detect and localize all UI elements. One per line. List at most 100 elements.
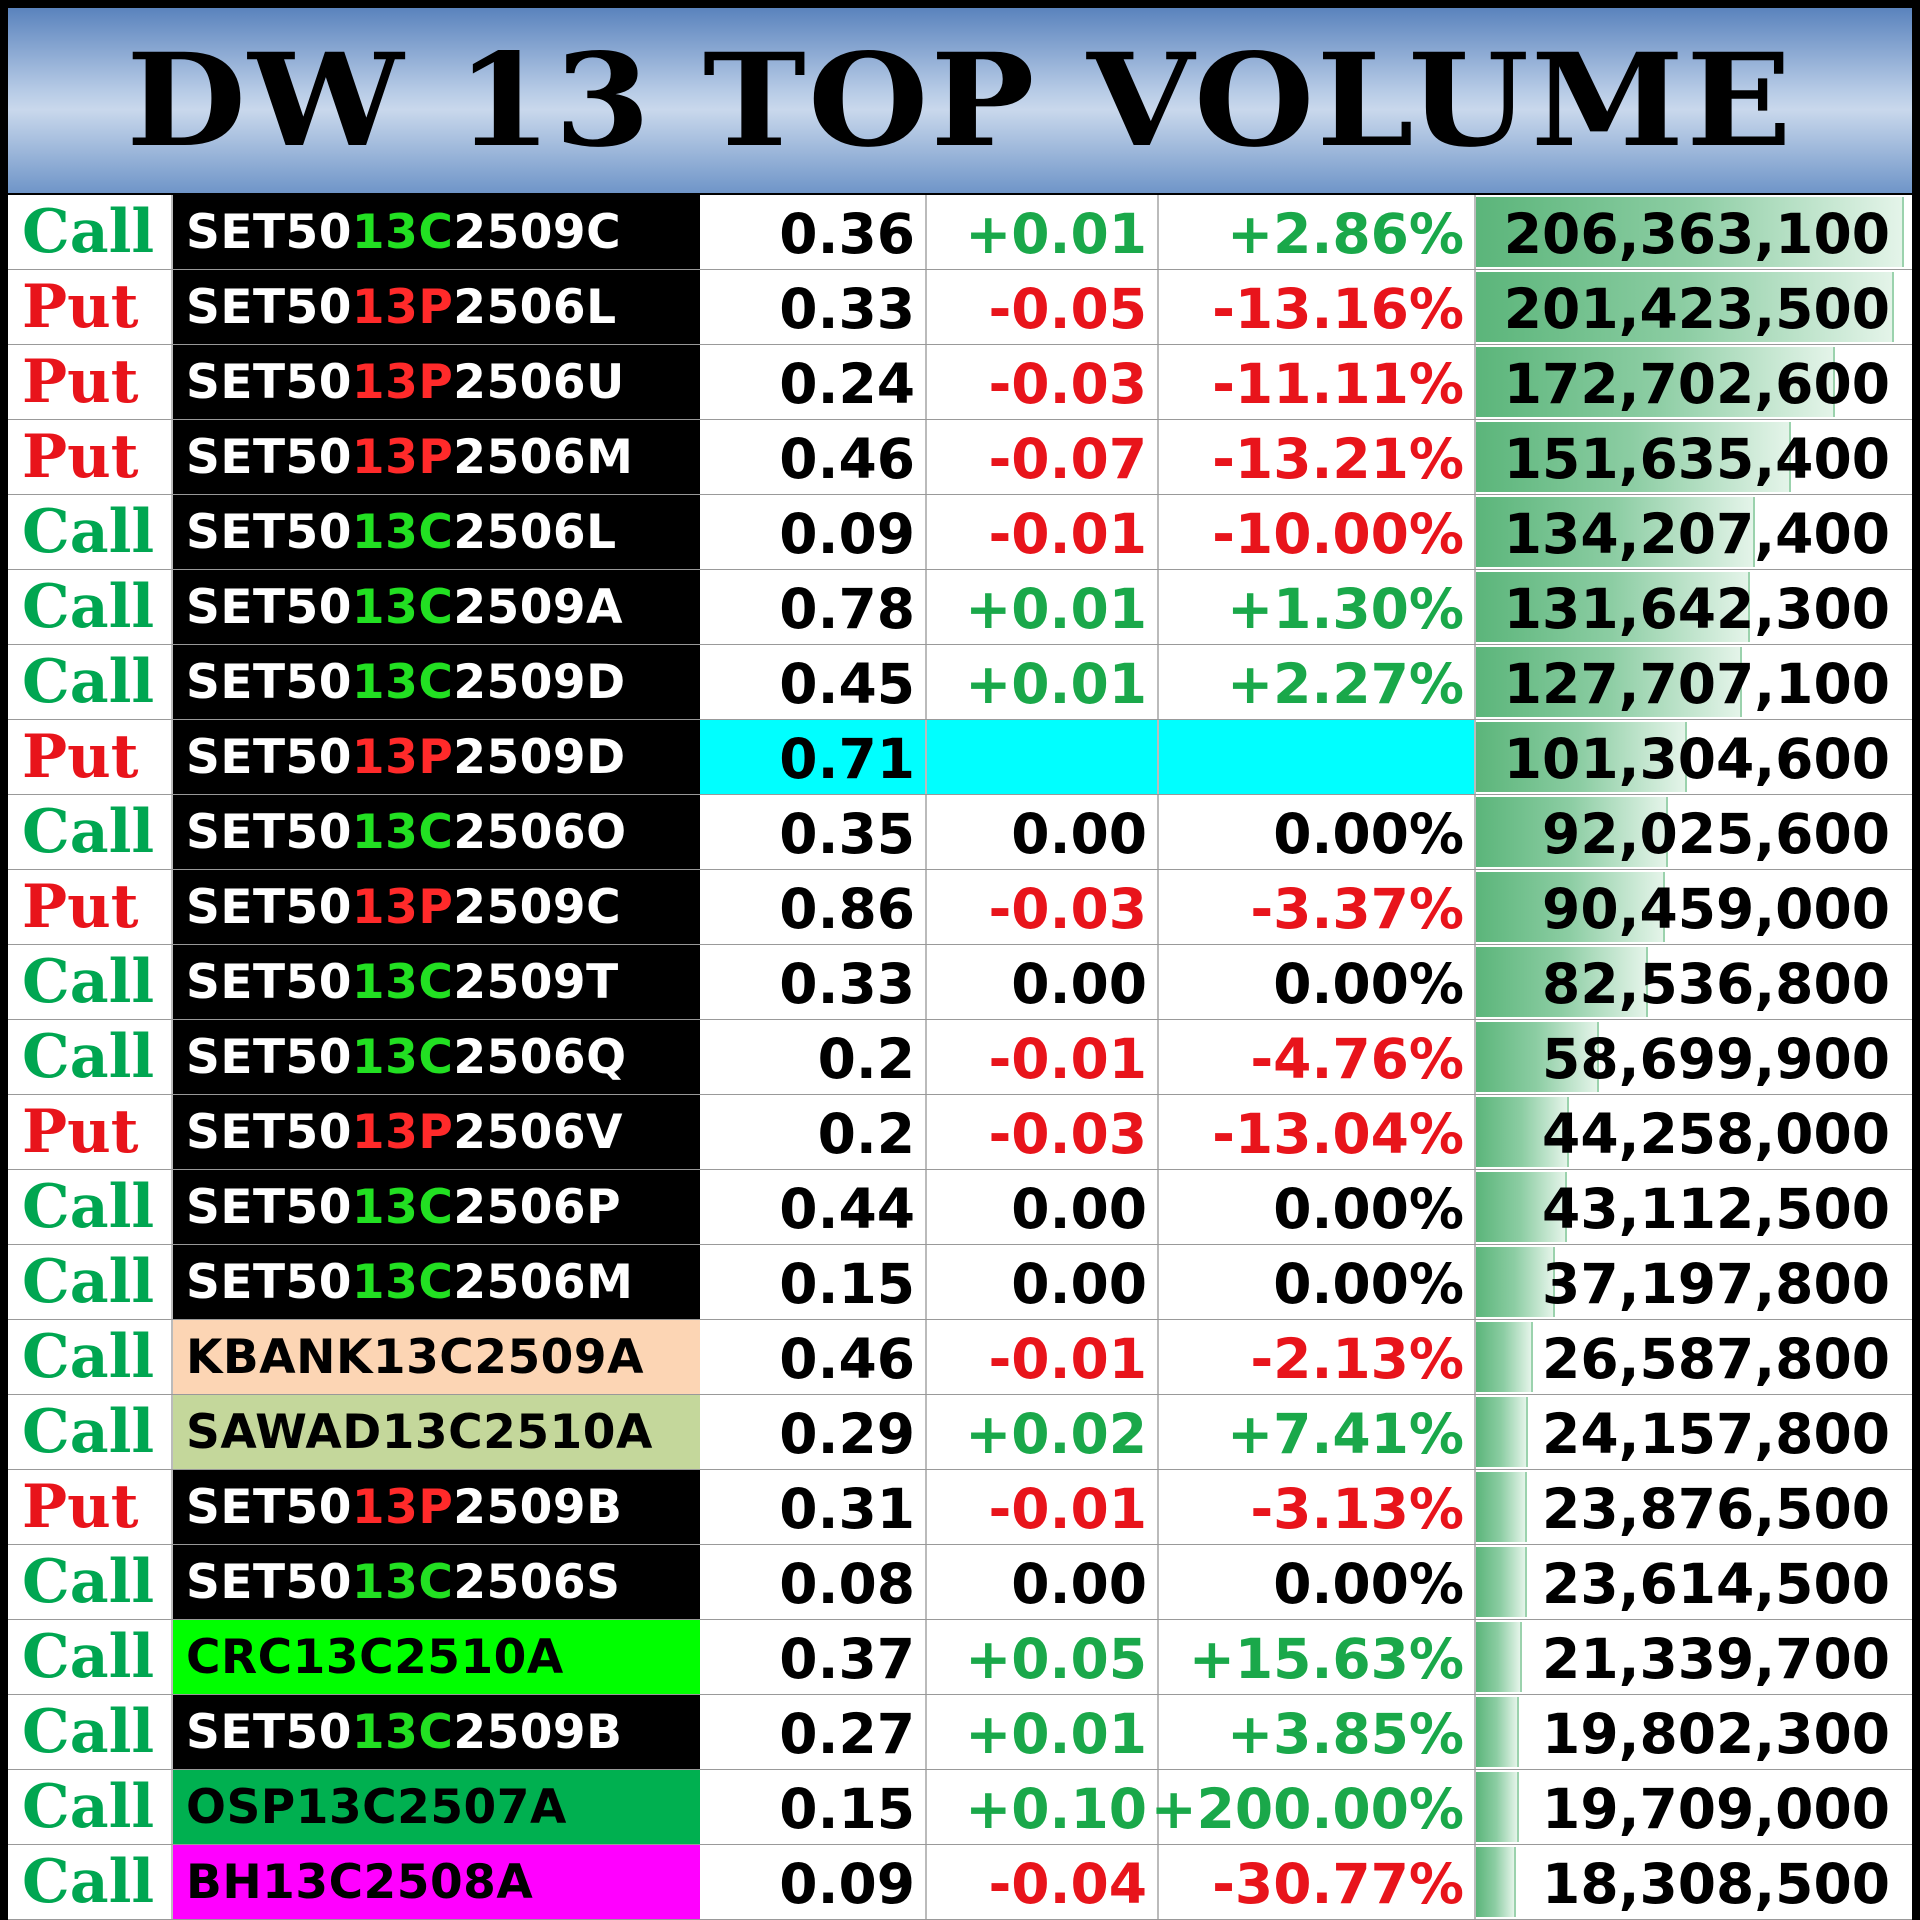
volume-table: Call SET5013C2509C 0.36 +0.01 +2.86% 206,363,… (8, 195, 1912, 1920)
percent-change: -13.16% (1212, 277, 1464, 341)
last-price: 0.35 (779, 802, 915, 866)
price-cell: 0.15 (700, 1245, 927, 1319)
last-price: 0.46 (779, 427, 915, 491)
dw-symbol: SET5013C2506S (186, 1551, 621, 1615)
percent-change-cell: +3.85% (1159, 1695, 1476, 1769)
dw-symbol-code: 13C (351, 655, 454, 710)
change-cell: 0.00 (927, 795, 1159, 869)
percent-change-cell: -2.13% (1159, 1320, 1476, 1394)
percent-change-cell: -4.76% (1159, 1020, 1476, 1094)
option-type-cell: Put (8, 345, 173, 419)
volume-cell: 58,699,900 (1476, 1020, 1912, 1094)
price-cell: 0.29 (700, 1395, 927, 1469)
dw-symbol-prefix: SET50 (186, 1180, 352, 1235)
table-row: Call SAWAD13C2510A 0.29 +0.02 +7.41% 24,157,8… (8, 1395, 1912, 1470)
volume-data-bar (1476, 1247, 1555, 1317)
percent-change-cell: +1.30% (1159, 570, 1476, 644)
dw-symbol-cell: SET5013P2506L (173, 270, 700, 344)
percent-change: -4.76% (1250, 1027, 1464, 1091)
dw-symbol: OSP13C2507A (186, 1776, 567, 1840)
dw-symbol-suffix: 2509D (453, 730, 626, 785)
option-type-label: Put (22, 722, 139, 792)
dw-symbol-prefix: KBANK13C2509A (186, 1330, 644, 1385)
percent-change-cell: -13.04% (1159, 1095, 1476, 1169)
last-price: 0.29 (779, 1402, 915, 1466)
volume-data-bar (1476, 1322, 1533, 1392)
dw-symbol-prefix: SET50 (186, 505, 352, 560)
percent-change: 0.00% (1273, 1177, 1464, 1241)
option-type-cell: Put (8, 1095, 173, 1169)
change-cell: -0.03 (927, 1095, 1159, 1169)
dw-symbol-cell: SET5013C2506Q (173, 1020, 700, 1094)
volume-cell: 206,363,100 (1476, 195, 1912, 269)
change-cell: +0.01 (927, 570, 1159, 644)
volume-data-bar (1476, 1547, 1527, 1617)
dw-symbol-code: 13P (351, 430, 454, 485)
option-type-cell: Call (8, 570, 173, 644)
percent-change-cell: 0.00% (1159, 1170, 1476, 1244)
percent-change: -30.77% (1212, 1852, 1464, 1916)
price-change: +0.01 (965, 1702, 1147, 1766)
volume-value: 201,423,500 (1503, 277, 1890, 341)
price-change: -0.01 (988, 1327, 1147, 1391)
percent-change: 0.00% (1273, 1252, 1464, 1316)
option-type-label: Put (22, 1472, 139, 1542)
volume-data-bar (1476, 1622, 1522, 1692)
volume-value: 23,614,500 (1542, 1552, 1890, 1616)
volume-value: 92,025,600 (1542, 802, 1890, 866)
price-cell: 0.33 (700, 945, 927, 1019)
percent-change: -2.13% (1250, 1327, 1464, 1391)
dw-symbol-cell: SET5013C2509C (173, 195, 700, 269)
dw-symbol: SET5013C2509C (186, 201, 621, 265)
dw-symbol-suffix: 2509C (453, 880, 622, 935)
table-row: Put SET5013P2506U 0.24 -0.03 -11.11% 172,702,… (8, 345, 1912, 420)
percent-change: +2.27% (1227, 652, 1464, 716)
option-type-cell: Call (8, 1845, 173, 1919)
change-cell: +0.01 (927, 1695, 1159, 1769)
last-price: 0.15 (779, 1252, 915, 1316)
dw-symbol-prefix: SET50 (186, 355, 352, 410)
row-divider (8, 494, 1912, 495)
volume-value: 58,699,900 (1542, 1027, 1890, 1091)
price-change: +0.05 (965, 1627, 1147, 1691)
dw-symbol: SET5013C2506Q (186, 1026, 627, 1090)
dw-symbol-prefix: SET50 (186, 1555, 352, 1610)
price-cell: 0.35 (700, 795, 927, 869)
volume-cell: 37,197,800 (1476, 1245, 1912, 1319)
volume-data-bar (1476, 872, 1665, 942)
volume-data-bar (1476, 422, 1791, 492)
volume-cell: 21,339,700 (1476, 1620, 1912, 1694)
table-row: Call SET5013C2506P 0.44 0.00 0.00% 43,112,500 (8, 1170, 1912, 1245)
option-type-label: Call (22, 1397, 155, 1467)
last-price: 0.09 (779, 1852, 915, 1916)
option-type-label: Call (22, 1772, 155, 1842)
dw-symbol-prefix: OSP13C2507A (186, 1780, 567, 1835)
row-divider (8, 1094, 1912, 1095)
option-type-cell: Call (8, 645, 173, 719)
volume-data-bar (1476, 947, 1648, 1017)
option-type-label: Call (22, 572, 155, 642)
change-cell: 0.00 (927, 1545, 1159, 1619)
price-cell: 0.78 (700, 570, 927, 644)
option-type-label: Call (22, 1247, 155, 1317)
table-row: Call SET5013C2509A 0.78 +0.01 +1.30% 131,642,… (8, 570, 1912, 645)
volume-value: 101,304,600 (1503, 727, 1890, 791)
volume-value: 44,258,000 (1542, 1102, 1890, 1166)
table-row: Put SET5013P2509D 0.71 101,304,600 (8, 720, 1912, 795)
change-cell: -0.04 (927, 1845, 1159, 1919)
dw-symbol-code: 13C (351, 1705, 454, 1760)
change-cell: -0.03 (927, 345, 1159, 419)
last-price: 0.46 (779, 1327, 915, 1391)
row-divider (8, 419, 1912, 420)
row-divider (8, 1319, 1912, 1320)
price-cell: 0.09 (700, 495, 927, 569)
table-row: Call SET5013C2506M 0.15 0.00 0.00% 37,197,800 (8, 1245, 1912, 1320)
dw-symbol-prefix: SET50 (186, 1480, 352, 1535)
price-cell: 0.27 (700, 1695, 927, 1769)
percent-change: +7.41% (1227, 1402, 1464, 1466)
dw-symbol: SET5013P2506V (186, 1101, 623, 1165)
dw-symbol-suffix: 2509A (453, 580, 624, 635)
page-title: DW 13 TOP VOLUME (126, 25, 1794, 176)
table-row: Call SET5013C2509C 0.36 +0.01 +2.86% 206,363,… (8, 195, 1912, 270)
option-type-label: Call (22, 1622, 155, 1692)
